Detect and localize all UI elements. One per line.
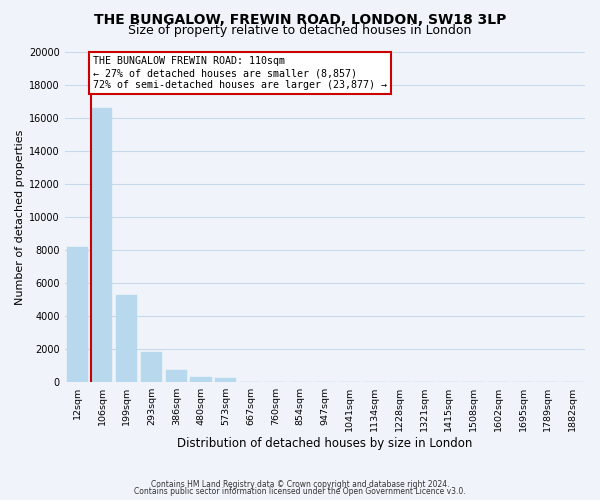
Text: THE BUNGALOW, FREWIN ROAD, LONDON, SW18 3LP: THE BUNGALOW, FREWIN ROAD, LONDON, SW18 … [94,12,506,26]
Bar [166,370,187,382]
Text: Size of property relative to detached houses in London: Size of property relative to detached ho… [128,24,472,37]
X-axis label: Distribution of detached houses by size in London: Distribution of detached houses by size … [177,437,473,450]
Bar [141,352,162,382]
Bar [215,378,236,382]
Bar [67,246,88,382]
Bar [116,294,137,382]
Text: THE BUNGALOW FREWIN ROAD: 110sqm
← 27% of detached houses are smaller (8,857)
72: THE BUNGALOW FREWIN ROAD: 110sqm ← 27% o… [92,56,386,90]
Text: Contains public sector information licensed under the Open Government Licence v3: Contains public sector information licen… [134,487,466,496]
Bar [91,108,112,382]
Bar [190,377,212,382]
Y-axis label: Number of detached properties: Number of detached properties [15,129,25,304]
Text: Contains HM Land Registry data © Crown copyright and database right 2024.: Contains HM Land Registry data © Crown c… [151,480,449,489]
